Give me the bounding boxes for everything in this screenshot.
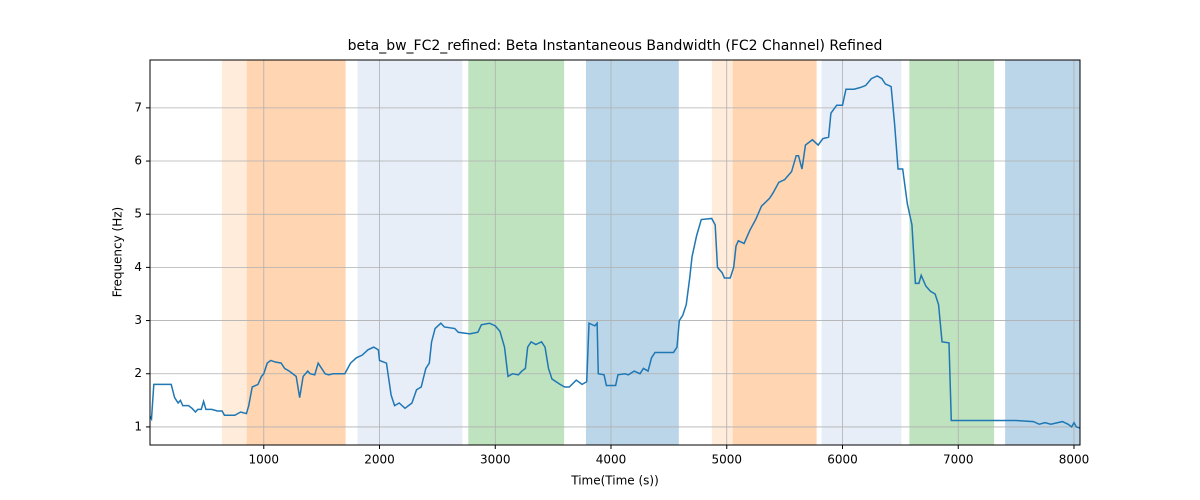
y-tick-label: 1	[134, 419, 142, 433]
y-axis-label: Frequency (Hz)	[111, 207, 125, 298]
shaded-span	[221, 60, 346, 445]
y-tick-label: 3	[134, 313, 142, 327]
shaded-span	[1005, 60, 1080, 445]
x-tick-label: 3000	[480, 453, 511, 467]
x-tick-label: 7000	[943, 453, 974, 467]
x-tick-label: 5000	[711, 453, 742, 467]
y-tick-label: 4	[134, 260, 142, 274]
x-tick-label: 1000	[249, 453, 280, 467]
x-tick-label: 2000	[364, 453, 395, 467]
chart-title: beta_bw_FC2_refined: Beta Instantaneous …	[348, 38, 883, 54]
shaded-span	[586, 60, 679, 445]
x-tick-label: 4000	[596, 453, 627, 467]
y-tick-label: 2	[134, 366, 142, 380]
shaded-span	[732, 60, 817, 445]
shaded-span	[711, 60, 817, 445]
shaded-span	[468, 60, 565, 445]
x-axis-label: Time(Time (s))	[570, 474, 659, 488]
x-tick-label: 6000	[827, 453, 858, 467]
y-tick-label: 6	[134, 154, 142, 168]
plot-frame	[149, 59, 1081, 446]
y-tick-label: 7	[134, 100, 142, 114]
data-line	[150, 75, 1080, 429]
y-tick-label: 5	[134, 207, 142, 221]
x-tick-label: 8000	[1059, 453, 1090, 467]
shaded-span	[246, 60, 346, 445]
shaded-span	[909, 60, 995, 445]
shaded-span	[821, 60, 902, 445]
shaded-span	[357, 60, 463, 445]
